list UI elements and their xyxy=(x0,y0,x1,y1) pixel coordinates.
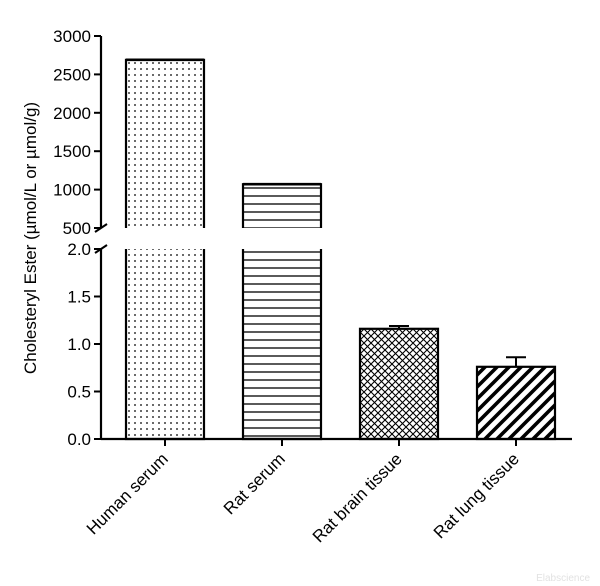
x-tick-label-rat-lung-tissue: Rat lung tissue xyxy=(430,449,523,542)
y-tick-label-lower: 0.5 xyxy=(67,383,91,402)
y-ticks: 500 1000 1500 2000 2500 3000 0.0 0.5 1.0 1.5 2.0 xyxy=(53,27,101,449)
y-tick-label-lower: 2.0 xyxy=(67,240,91,259)
plot-area: 500 1000 1500 2000 2500 3000 0.0 0.5 1.0 1.5 2.0 H… xyxy=(53,27,572,546)
y-tick-label-upper: 3000 xyxy=(53,27,91,46)
y-axis-label: Cholesteryl Ester (µmol/L or µmol/g) xyxy=(21,102,40,374)
y-tick-label-lower: 0.0 xyxy=(67,430,91,449)
error-bars xyxy=(389,324,526,367)
y-tick-label-lower: 1.0 xyxy=(67,335,91,354)
bar-break-gap xyxy=(242,229,322,248)
x-tick-label-rat-brain-tissue: Rat brain tissue xyxy=(309,449,406,546)
y-tick-label-upper: 2000 xyxy=(53,104,91,123)
axes xyxy=(94,36,572,446)
y-tick-label-upper: 1000 xyxy=(53,181,91,200)
bar-human-serum-lower xyxy=(124,249,206,441)
y-tick-label-upper: 2500 xyxy=(53,65,91,84)
bar-rat-serum-lower xyxy=(241,249,323,441)
bar-human-serum-upper xyxy=(124,58,206,228)
bar-break-gap xyxy=(125,229,205,248)
y-tick-label-upper: 500 xyxy=(63,219,91,238)
bars xyxy=(124,58,557,441)
watermark: Elabscience xyxy=(536,573,590,584)
x-tick-label-human-serum: Human serum xyxy=(83,449,172,538)
y-tick-label-upper: 1500 xyxy=(53,142,91,161)
x-tick-labels: Human serum Rat serum Rat brain tissue Rat … xyxy=(83,449,523,546)
bar-rat-serum-upper xyxy=(241,183,323,228)
y-tick-label-lower: 1.5 xyxy=(67,288,91,307)
x-tick-label-rat-serum: Rat serum xyxy=(220,449,289,518)
bar-rat-lung-tissue xyxy=(475,365,557,441)
bar-rat-brain-tissue xyxy=(358,327,440,441)
